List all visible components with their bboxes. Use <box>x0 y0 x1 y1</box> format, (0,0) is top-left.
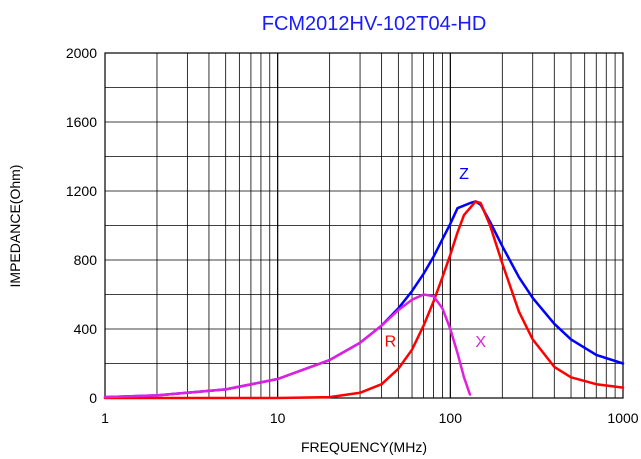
series-label-x: X <box>475 334 486 351</box>
y-tick-label: 1200 <box>66 183 97 199</box>
series-line-z <box>103 200 625 399</box>
y-tick-label: 2000 <box>66 45 97 61</box>
y-tick-label: 800 <box>74 252 98 268</box>
plot-frame <box>104 52 624 399</box>
x-tick-label: 10 <box>270 410 286 426</box>
series-label-r: R <box>385 333 397 350</box>
series-label-z: Z <box>459 166 469 183</box>
y-tick-labels: 0 400 800 1200 1600 2000 <box>66 45 97 406</box>
x-tick-label: 1000 <box>607 410 638 426</box>
curves <box>103 200 625 400</box>
x-axis-label: FREQUENCY(MHz) <box>301 439 427 455</box>
curve-labels: Z R X <box>385 166 487 351</box>
x-tick-labels: 1 10 100 1000 <box>101 410 639 426</box>
series-line-r <box>103 200 625 400</box>
y-tick-label: 400 <box>74 321 98 337</box>
x-tick-label: 100 <box>439 410 463 426</box>
chart-title: FCM2012HV-102T04-HD <box>262 13 487 35</box>
y-tick-label: 1600 <box>66 114 97 130</box>
grid <box>104 52 624 399</box>
y-tick-label: 0 <box>89 390 97 406</box>
series-line-x <box>103 293 472 399</box>
x-tick-label: 1 <box>101 410 109 426</box>
y-axis-label: IMPEDANCE(Ohm) <box>7 165 23 288</box>
